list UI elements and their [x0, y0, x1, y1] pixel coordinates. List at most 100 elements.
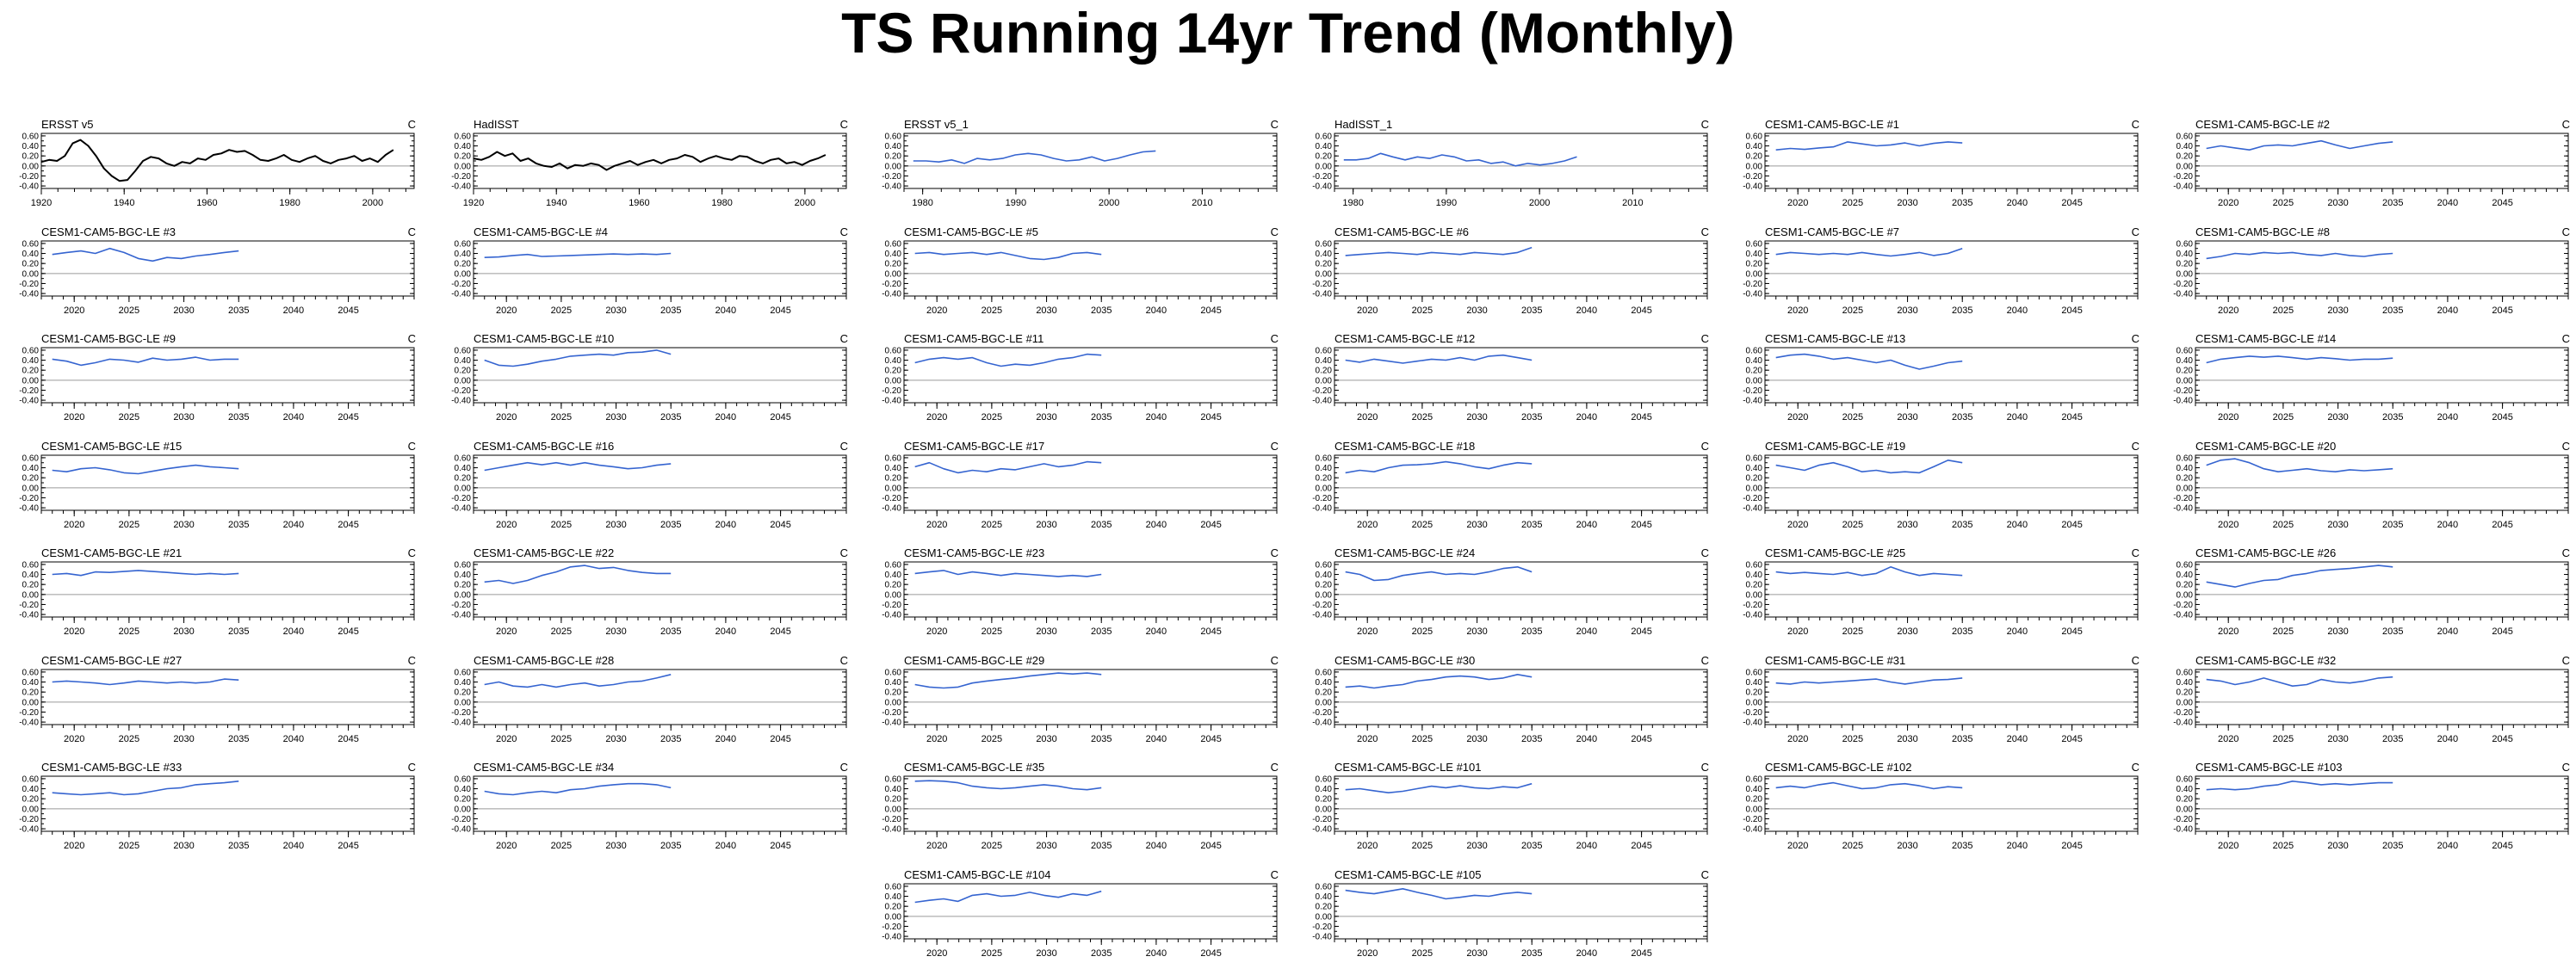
y-tick-label: 0.20	[455, 260, 472, 269]
x-tick-label: 2035	[1521, 734, 1542, 744]
panel-units: C	[1701, 868, 1709, 881]
y-tick-label: 0.00	[1316, 698, 1333, 707]
y-tick-label: 0.60	[1746, 132, 1763, 141]
series-line	[52, 464, 239, 475]
x-tick-label: 2040	[715, 412, 736, 423]
panel: CESM1-CAM5-BGC-LE #4 C0.600.400.200.00-0.…	[451, 225, 848, 316]
y-tick-label: 0.00	[885, 484, 902, 493]
y-tick-label: -0.40	[1312, 182, 1332, 192]
plot-frame	[473, 561, 847, 618]
x-tick-label: 2045	[1200, 305, 1221, 316]
y-tick-label: 0.00	[455, 805, 472, 814]
panel: CESM1-CAM5-BGC-LE #102 C0.600.400.200.00-…	[1743, 761, 2139, 851]
x-tick-label: 2020	[496, 412, 517, 423]
y-tick-label: 0.40	[1316, 356, 1333, 366]
x-tick-label: 2025	[981, 626, 1002, 637]
plot-frame	[1334, 133, 1708, 189]
x-tick-label: 2020	[2218, 626, 2239, 637]
x-tick-label: 2030	[2327, 305, 2348, 316]
x-tick-label: 2035	[1091, 734, 1112, 744]
panel-title: CESM1-CAM5-BGC-LE #19	[1765, 440, 1905, 453]
x-tick-label: 2040	[2007, 520, 2028, 530]
x-tick-label: 2045	[1631, 520, 1651, 530]
panel-title: CESM1-CAM5-BGC-LE #33	[41, 761, 182, 774]
x-tick-label: 2020	[2218, 734, 2239, 744]
x-tick-label: 2035	[228, 626, 249, 637]
y-tick-label: -0.20	[1743, 708, 1762, 718]
x-tick-label: 2020	[1357, 948, 1378, 959]
x-tick-label: 2030	[1036, 948, 1056, 959]
y-tick-label: -0.20	[19, 708, 39, 718]
y-tick-label: -0.40	[882, 825, 901, 835]
panel-units: C	[1271, 118, 1279, 131]
x-tick-label: 2045	[2492, 305, 2512, 316]
x-tick-label: 2040	[1146, 626, 1167, 637]
x-tick-label: 2025	[1842, 626, 1863, 637]
x-tick-label: 2035	[1952, 841, 1972, 851]
y-tick-label: 0.20	[2177, 260, 2194, 269]
x-tick-label: 2040	[1576, 626, 1597, 637]
x-tick-label: 2030	[605, 305, 626, 316]
x-tick-label: 2025	[981, 734, 1002, 744]
y-tick-label: 0.40	[22, 356, 40, 366]
y-tick-label: -0.20	[19, 815, 39, 824]
y-tick-label: -0.20	[882, 601, 901, 610]
x-tick-label: 2030	[1466, 734, 1487, 744]
x-tick-label: 2025	[981, 841, 1002, 851]
x-tick-label: 2035	[1521, 305, 1542, 316]
y-tick-label: 0.00	[22, 162, 40, 171]
y-tick-label: 0.20	[455, 688, 472, 698]
x-tick-label: 2045	[2061, 626, 2082, 637]
x-tick-label: 2030	[605, 841, 626, 851]
panel: CESM1-CAM5-BGC-LE #16 C0.600.400.200.00-0…	[451, 440, 848, 530]
x-tick-label: 2035	[1091, 412, 1112, 423]
y-tick-label: 0.60	[885, 774, 902, 784]
y-tick-label: 0.60	[1316, 882, 1333, 892]
panel: CESM1-CAM5-BGC-LE #12 C0.600.400.200.00-0…	[1312, 332, 1709, 423]
y-tick-label: 0.60	[455, 346, 472, 355]
y-tick-label: 0.40	[455, 250, 472, 259]
panel: CESM1-CAM5-BGC-LE #27 C0.600.400.200.00-0…	[19, 654, 416, 744]
y-tick-label: 0.40	[455, 142, 472, 151]
y-tick-label: 0.60	[1746, 454, 1763, 463]
y-tick-label: 0.60	[2177, 774, 2194, 784]
y-tick-label: 0.40	[1746, 571, 1763, 580]
panel-units: C	[1271, 225, 1279, 238]
y-tick-label: 0.40	[885, 678, 902, 688]
y-tick-label: -0.40	[2173, 397, 2193, 406]
x-tick-label: 2035	[2382, 412, 2403, 423]
panel: CESM1-CAM5-BGC-LE #1 C0.600.400.200.00-0.…	[1743, 118, 2139, 208]
panel: CESM1-CAM5-BGC-LE #5 C0.600.400.200.00-0.…	[882, 225, 1279, 316]
y-tick-label: 0.00	[455, 162, 472, 171]
x-tick-label: 2040	[283, 412, 304, 423]
y-tick-label: -0.40	[2173, 504, 2193, 514]
x-tick-label: 2040	[2007, 412, 2028, 423]
x-tick-label: 2020	[1787, 198, 1808, 208]
x-tick-label: 2025	[551, 841, 572, 851]
panel-units: C	[840, 654, 848, 667]
panel-title: CESM1-CAM5-BGC-LE #8	[2195, 225, 2330, 238]
y-tick-label: -0.20	[451, 601, 471, 610]
panel-units: C	[840, 332, 848, 345]
panel: HadISST C 0.600.400.200.00-0.20-0.40 1920 19…	[451, 118, 848, 208]
panel-title: ERSST v5_1	[904, 118, 969, 131]
x-tick-label: 2040	[2007, 841, 2028, 851]
panel-units: C	[1701, 440, 1709, 453]
y-tick-label: 0.60	[1746, 346, 1763, 355]
y-tick-label: 0.40	[455, 785, 472, 794]
series-line	[914, 672, 1102, 689]
x-tick-label: 2035	[2382, 734, 2403, 744]
x-tick-label: 2025	[1412, 626, 1433, 637]
y-tick-label: 0.20	[22, 474, 40, 484]
y-tick-label: 0.40	[1746, 678, 1763, 688]
y-tick-label: 0.60	[1316, 774, 1333, 784]
x-tick-label: 2030	[1466, 412, 1487, 423]
y-tick-label: 0.00	[1316, 269, 1333, 279]
x-tick-label: 2020	[1787, 520, 1808, 530]
y-tick-label: 0.00	[1746, 805, 1763, 814]
panel-title: CESM1-CAM5-BGC-LE #25	[1765, 546, 1905, 559]
x-tick-label: 2045	[770, 626, 790, 637]
y-tick-label: 0.20	[1746, 367, 1763, 376]
y-tick-label: 0.40	[455, 464, 472, 473]
